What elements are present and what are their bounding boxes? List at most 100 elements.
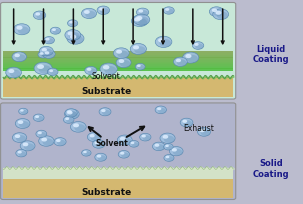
- Circle shape: [68, 32, 74, 36]
- Circle shape: [38, 132, 42, 135]
- Bar: [3, 53, 233, 54]
- Circle shape: [173, 149, 182, 156]
- Circle shape: [198, 128, 211, 137]
- Circle shape: [99, 108, 111, 116]
- Circle shape: [65, 109, 77, 118]
- Circle shape: [14, 25, 30, 35]
- Circle shape: [15, 119, 30, 129]
- Circle shape: [36, 131, 47, 138]
- Circle shape: [177, 60, 187, 67]
- Circle shape: [23, 143, 28, 147]
- Circle shape: [138, 18, 149, 26]
- Text: Substrate: Substrate: [81, 86, 131, 95]
- Circle shape: [83, 151, 87, 153]
- Circle shape: [18, 121, 23, 124]
- Circle shape: [213, 10, 229, 21]
- Circle shape: [70, 35, 76, 40]
- Circle shape: [56, 139, 61, 142]
- Circle shape: [38, 132, 46, 137]
- Circle shape: [40, 53, 44, 56]
- Circle shape: [69, 22, 73, 24]
- Circle shape: [113, 49, 129, 59]
- Circle shape: [85, 12, 96, 19]
- Circle shape: [163, 8, 174, 15]
- Circle shape: [45, 53, 55, 59]
- Circle shape: [49, 70, 53, 73]
- Text: Substrate: Substrate: [81, 187, 131, 196]
- Circle shape: [166, 156, 174, 161]
- Circle shape: [71, 36, 83, 44]
- Circle shape: [50, 28, 61, 35]
- Circle shape: [36, 116, 44, 121]
- Circle shape: [63, 117, 74, 124]
- Circle shape: [44, 37, 55, 45]
- Circle shape: [67, 33, 84, 45]
- Circle shape: [66, 118, 73, 123]
- Circle shape: [18, 27, 29, 35]
- Circle shape: [18, 151, 22, 154]
- Circle shape: [38, 52, 48, 59]
- Circle shape: [166, 156, 169, 159]
- Circle shape: [135, 64, 145, 71]
- Bar: [3, 54, 233, 56]
- Circle shape: [137, 65, 141, 68]
- Circle shape: [201, 130, 210, 136]
- Bar: [3, 58, 233, 60]
- Circle shape: [46, 39, 54, 44]
- Circle shape: [53, 30, 60, 35]
- Circle shape: [54, 138, 66, 146]
- Circle shape: [165, 9, 169, 12]
- Circle shape: [187, 55, 198, 63]
- Circle shape: [15, 54, 20, 58]
- Circle shape: [160, 133, 175, 144]
- Circle shape: [101, 110, 106, 113]
- Circle shape: [35, 116, 39, 119]
- Circle shape: [95, 153, 107, 161]
- Bar: [3, 61, 233, 62]
- Circle shape: [138, 66, 145, 70]
- Circle shape: [180, 119, 193, 127]
- Circle shape: [97, 155, 101, 158]
- Circle shape: [41, 138, 47, 142]
- Circle shape: [217, 12, 228, 20]
- Circle shape: [95, 142, 105, 148]
- Circle shape: [73, 124, 79, 128]
- Circle shape: [20, 141, 35, 151]
- Circle shape: [69, 33, 80, 41]
- Circle shape: [152, 142, 165, 151]
- Bar: [3, 65, 233, 67]
- Circle shape: [35, 13, 40, 17]
- Circle shape: [183, 121, 192, 127]
- Circle shape: [135, 19, 147, 27]
- Circle shape: [134, 47, 146, 55]
- Circle shape: [139, 11, 148, 17]
- Circle shape: [133, 46, 139, 50]
- Circle shape: [134, 15, 150, 26]
- Circle shape: [12, 133, 27, 143]
- Circle shape: [142, 136, 150, 141]
- Circle shape: [158, 108, 166, 114]
- Circle shape: [42, 49, 47, 52]
- Circle shape: [91, 135, 100, 141]
- Circle shape: [100, 64, 117, 75]
- Circle shape: [50, 71, 58, 76]
- Text: Solvent: Solvent: [96, 138, 128, 147]
- Circle shape: [162, 135, 168, 139]
- Circle shape: [166, 10, 174, 15]
- Circle shape: [215, 12, 221, 16]
- Circle shape: [120, 152, 125, 155]
- Circle shape: [33, 114, 44, 122]
- Circle shape: [87, 69, 92, 72]
- Circle shape: [120, 137, 125, 141]
- Circle shape: [95, 141, 99, 145]
- Circle shape: [92, 140, 105, 149]
- Circle shape: [8, 70, 14, 74]
- Circle shape: [41, 53, 48, 58]
- Circle shape: [16, 55, 26, 62]
- Circle shape: [47, 69, 58, 76]
- Circle shape: [129, 141, 139, 147]
- Circle shape: [84, 11, 90, 15]
- Circle shape: [82, 9, 97, 19]
- Circle shape: [176, 59, 181, 63]
- Circle shape: [102, 110, 110, 116]
